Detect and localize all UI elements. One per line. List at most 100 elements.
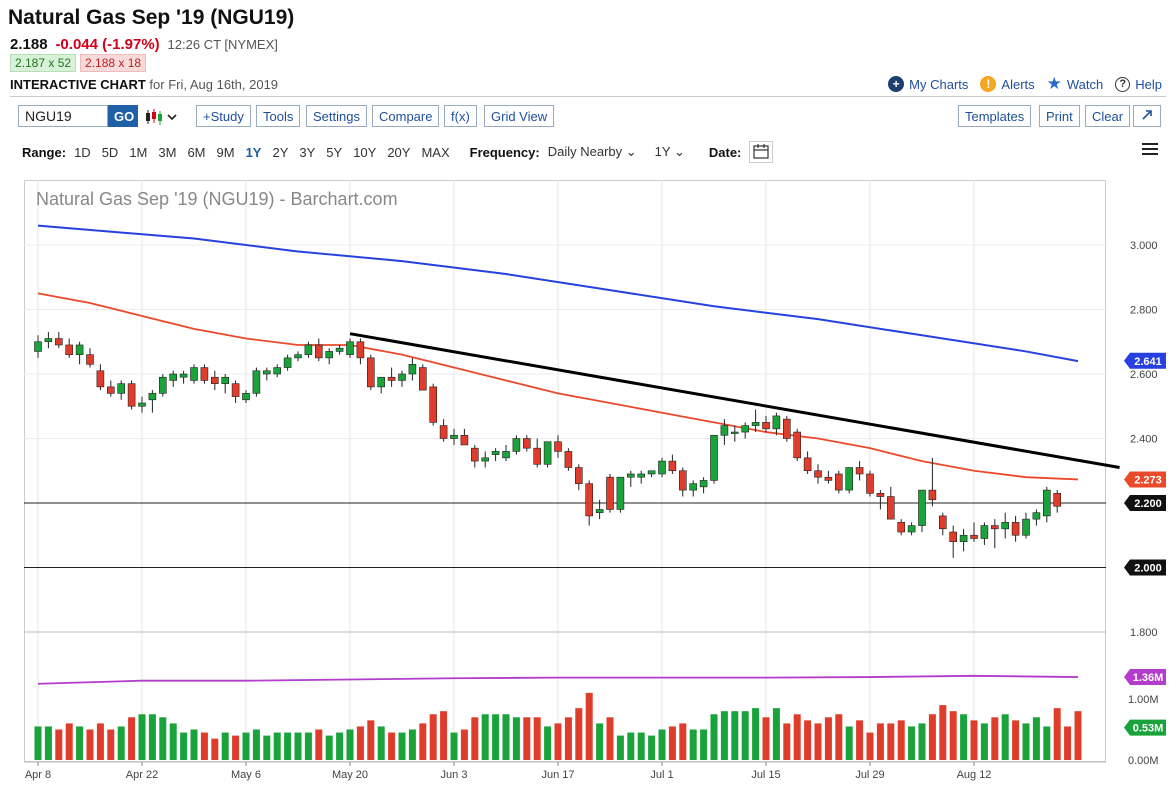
range-max[interactable]: MAX (421, 144, 450, 160)
symbol-input[interactable] (18, 105, 108, 127)
volume-bar (544, 726, 552, 760)
price-callout-box (1124, 352, 1166, 369)
go-button[interactable]: GO (108, 105, 138, 127)
candle-body (34, 341, 42, 352)
interactive-chart-title: INTERACTIVE CHART for Fri, Aug 16th, 201… (10, 77, 278, 92)
popout-button[interactable] (1133, 105, 1161, 127)
volume-bar (336, 732, 344, 760)
calendar-icon[interactable] (749, 141, 774, 163)
volume-bar (128, 717, 136, 760)
volume-callout-text: 1.36M (1133, 672, 1164, 684)
print-button[interactable]: Print (1039, 105, 1080, 127)
candlestick-icon[interactable] (144, 107, 180, 127)
candle-body (803, 457, 812, 472)
candle-body (564, 451, 573, 468)
volume-bar (596, 723, 604, 760)
templates-button[interactable]: Templates (958, 105, 1032, 127)
watch-link[interactable]: ★ Watch (1047, 74, 1104, 94)
candle-body (543, 441, 552, 465)
volume-bar (356, 726, 364, 760)
volume-bar (190, 729, 198, 760)
volume-bar (523, 717, 531, 760)
volume-bar (440, 711, 448, 760)
volume-bar (315, 729, 323, 760)
volume-bar (346, 729, 354, 760)
volume-bar (388, 732, 396, 760)
volume-callout: 0.53M (1124, 719, 1166, 736)
candle-body (866, 473, 874, 494)
volume-bar (824, 717, 832, 760)
range-3m[interactable]: 3M (158, 144, 177, 160)
range-1y[interactable]: 1Y (245, 144, 262, 160)
candle-body (793, 431, 802, 459)
top-links: + My Charts ! Alerts ★ Watch ? Help (888, 74, 1162, 94)
range-9m[interactable]: 9M (216, 144, 235, 160)
range-1d[interactable]: 1D (74, 144, 91, 160)
volume-bar (492, 714, 500, 760)
range-2y[interactable]: 2Y (272, 144, 289, 160)
alerts-link[interactable]: ! Alerts (980, 76, 1035, 92)
fx-button[interactable]: f(x) (444, 105, 477, 127)
clear-button[interactable]: Clear (1085, 105, 1131, 127)
candle-body (1022, 518, 1030, 536)
range-3y[interactable]: 3Y (299, 144, 316, 160)
candle-body (387, 376, 396, 381)
volume-bar (845, 726, 853, 760)
candle-body (720, 425, 729, 436)
candle-body (595, 509, 604, 513)
volume-callout: 1.36M (1124, 669, 1166, 686)
settings-button[interactable]: Settings (306, 105, 367, 127)
help-link[interactable]: ? Help (1115, 76, 1162, 92)
range-6m[interactable]: 6M (187, 144, 206, 160)
volume-bar (138, 714, 146, 760)
volume-bar (554, 723, 562, 760)
volume-bar (232, 735, 240, 760)
candle-body (938, 515, 947, 530)
candle-body (325, 351, 334, 359)
trendline (349, 332, 1120, 470)
volume-bar (897, 720, 905, 760)
volume-bar (762, 717, 770, 760)
period-select[interactable]: 1Y ⌄ (655, 144, 685, 160)
price-callout-text: 2.273 (1134, 474, 1162, 486)
range-5d[interactable]: 5D (101, 144, 119, 160)
range-10y[interactable]: 10Y (353, 144, 377, 160)
candle-body (460, 434, 469, 446)
candle-body (242, 393, 250, 401)
quote-time: 12:26 CT [NYMEX] (167, 37, 278, 52)
volume-bar (481, 714, 489, 760)
grid-view-button[interactable]: Grid View (484, 105, 555, 127)
ask-badge: 2.188 x 18 (80, 54, 147, 72)
candle-body (782, 418, 791, 439)
candle-body (1053, 493, 1061, 507)
range-5y[interactable]: 5Y (326, 144, 343, 160)
candle-body (959, 534, 968, 542)
candle-body (65, 344, 73, 355)
bid-badge: 2.187 x 52 (10, 54, 77, 72)
volume-bar (668, 726, 676, 760)
help-icon: ? (1115, 76, 1131, 92)
volume-bar (980, 723, 988, 760)
price-callout-text: 2.200 (1134, 498, 1162, 510)
candle-body (626, 473, 635, 478)
compare-button[interactable]: Compare (372, 105, 440, 127)
candle-body (491, 451, 500, 455)
volume-bar (169, 723, 177, 760)
range-20y[interactable]: 20Y (387, 144, 411, 160)
frequency-select[interactable]: Daily Nearby ⌄ (548, 144, 637, 160)
candle-body (262, 370, 271, 375)
chart-title: Natural Gas Sep '19 (NGU19) - Barchart.c… (36, 189, 398, 209)
candle-body (710, 434, 718, 481)
range-1m[interactable]: 1M (129, 144, 148, 160)
menu-icon[interactable] (1142, 143, 1158, 158)
my-charts-link[interactable]: + My Charts (888, 76, 968, 92)
candle-body (533, 447, 542, 465)
candle-body (481, 457, 490, 462)
tools-button[interactable]: Tools (256, 105, 301, 127)
volume-bar (148, 714, 156, 760)
candle-body (377, 376, 386, 388)
study-button[interactable]: +Study (196, 105, 251, 127)
volume-bar (211, 738, 219, 760)
candle-body (179, 373, 188, 378)
